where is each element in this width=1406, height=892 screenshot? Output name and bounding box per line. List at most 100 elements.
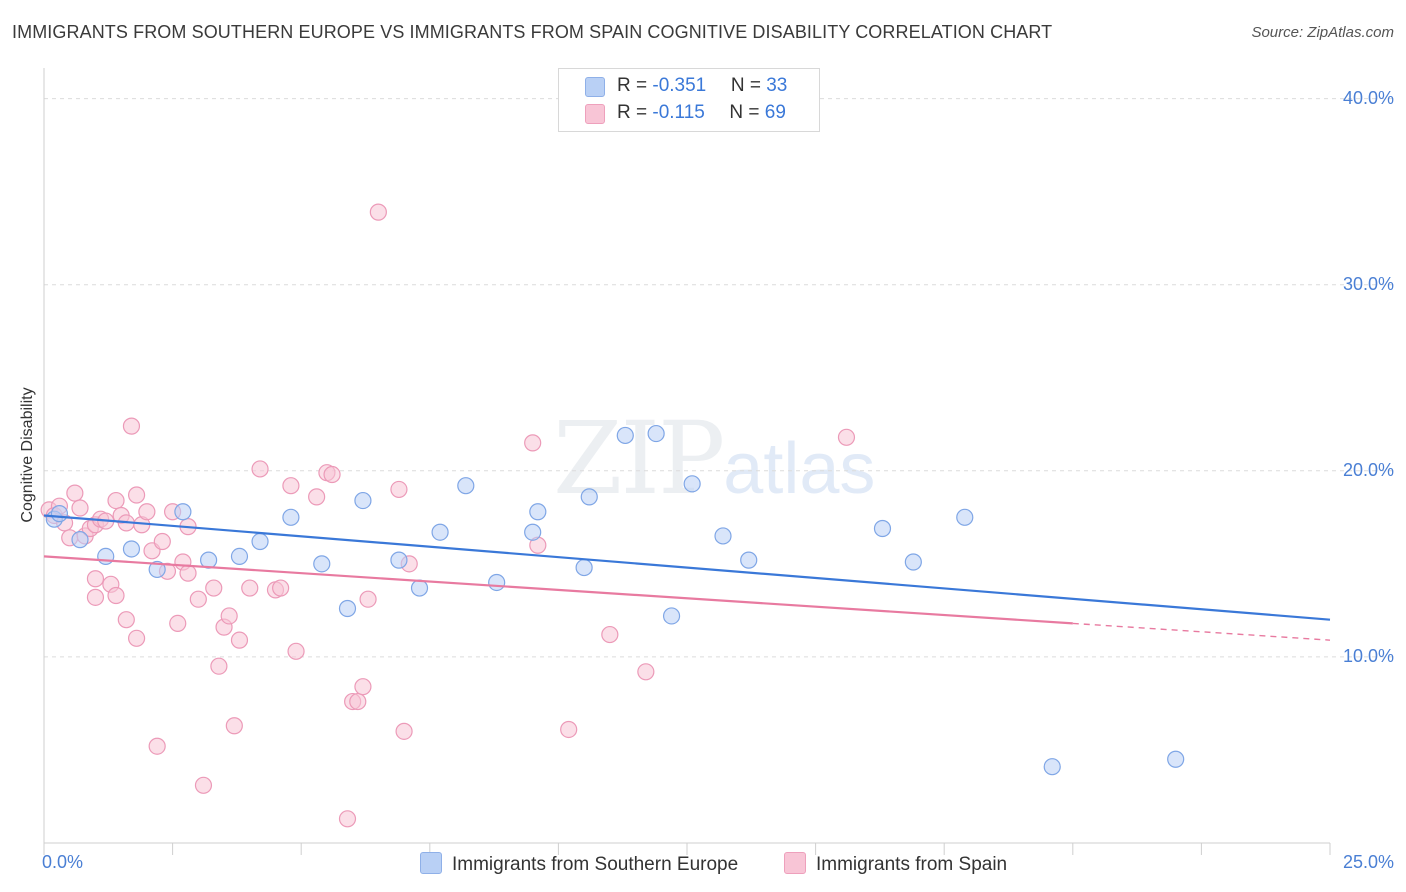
point-southern-europe [1167, 750, 1185, 768]
legend-r-label: R = [617, 102, 653, 123]
bottom-legend-label-blue: Immigrants from Southern Europe [452, 854, 739, 875]
point-southern-europe [338, 599, 357, 618]
point-southern-europe [71, 531, 89, 549]
point-spain [179, 564, 197, 582]
point-spain [287, 642, 305, 660]
point-spain [354, 678, 372, 696]
correlation-legend: R = -0.351 N = 33 R = -0.115 N = 69 [558, 68, 820, 132]
legend-r-label: R = [617, 75, 653, 96]
point-spain [395, 722, 413, 740]
point-southern-europe [457, 477, 475, 495]
y-tick-label: 10.0% [1342, 645, 1394, 666]
bottom-legend-southern-europe: Immigrants from Southern Europe [420, 852, 738, 876]
point-spain [210, 657, 228, 675]
chart-title: IMMIGRANTS FROM SOUTHERN EUROPE VS IMMIG… [12, 22, 1053, 42]
point-spain [251, 460, 269, 478]
point-southern-europe [647, 424, 665, 443]
point-southern-europe [230, 547, 249, 566]
point-southern-europe [313, 555, 331, 573]
point-southern-europe [390, 551, 408, 569]
point-spain [189, 590, 207, 608]
y-tick-label: 20.0% [1342, 459, 1394, 480]
y-tick-label: 40.0% [1342, 87, 1394, 108]
point-spain [66, 484, 84, 502]
point-southern-europe [662, 607, 681, 625]
point-southern-europe [174, 503, 192, 521]
point-spain [225, 717, 243, 735]
point-spain [107, 586, 125, 605]
point-southern-europe [488, 573, 506, 592]
legend-n-label: N = [730, 75, 767, 96]
point-southern-europe [524, 523, 542, 541]
point-spain [230, 631, 249, 649]
point-spain [837, 428, 856, 446]
point-southern-europe [410, 579, 429, 597]
y-axis-title: Cognitive Disability [19, 387, 36, 523]
point-southern-europe [683, 475, 701, 493]
point-spain [127, 629, 146, 647]
point-spain [601, 625, 619, 644]
point-southern-europe [50, 505, 69, 523]
point-spain [349, 692, 367, 711]
legend-swatch-pink [585, 104, 605, 124]
point-southern-europe [97, 547, 115, 566]
point-spain [148, 737, 166, 755]
point-spain [323, 465, 341, 484]
legend-n-label: N = [729, 102, 765, 123]
point-southern-europe [251, 532, 269, 551]
point-spain [194, 776, 213, 794]
x-tick-label-min: 0.0% [42, 852, 84, 872]
point-spain [524, 434, 542, 452]
point-spain [282, 477, 300, 495]
point-spain [122, 417, 141, 435]
point-spain [107, 491, 125, 510]
legend-swatch-blue [585, 77, 605, 97]
trendline-southern-europe [43, 514, 1331, 621]
point-southern-europe [740, 551, 758, 569]
legend-r-value: -0.351 [652, 75, 707, 96]
point-spain [153, 532, 171, 551]
bottom-legend-swatch-pink [784, 852, 806, 874]
point-southern-europe [580, 488, 598, 506]
point-southern-europe [956, 508, 974, 526]
bottom-legend-label-pink: Immigrants from Spain [816, 854, 1008, 875]
point-southern-europe [122, 540, 141, 558]
legend-n-value: 33 [766, 75, 788, 96]
source-label: Source: ZipAtlas.com [1251, 24, 1394, 41]
point-southern-europe [616, 426, 634, 445]
legend-n-value: 69 [764, 102, 786, 123]
point-southern-europe [714, 527, 732, 545]
point-spain [338, 810, 357, 828]
point-spain [637, 663, 655, 681]
point-southern-europe [431, 523, 449, 541]
x-tick-label-max: 25.0% [1342, 852, 1394, 872]
trendline-spain-extrapolated [1072, 622, 1331, 641]
legend-r-value: -0.115 [652, 102, 705, 123]
point-spain [369, 203, 387, 221]
point-southern-europe [529, 503, 547, 521]
point-spain [138, 503, 156, 521]
bottom-legend-spain: Immigrants from Spain [784, 852, 1007, 876]
point-southern-europe [1043, 758, 1061, 776]
point-spain [390, 480, 408, 499]
y-tick-label: 30.0% [1342, 273, 1394, 294]
point-spain [220, 607, 238, 625]
point-southern-europe [354, 491, 372, 510]
point-spain [127, 486, 146, 504]
point-spain [241, 579, 259, 597]
point-southern-europe [148, 560, 166, 579]
point-spain [86, 570, 105, 588]
point-spain [272, 579, 290, 597]
point-spain [308, 488, 326, 506]
point-spain [169, 614, 187, 633]
trendline-spain [43, 555, 1073, 625]
bottom-legend-swatch-blue [420, 852, 442, 874]
point-spain [117, 611, 135, 629]
point-southern-europe [904, 553, 922, 571]
point-southern-europe [282, 508, 300, 526]
point-southern-europe [873, 519, 892, 538]
point-spain [359, 590, 377, 608]
point-spain [86, 588, 105, 606]
point-spain [560, 720, 578, 739]
